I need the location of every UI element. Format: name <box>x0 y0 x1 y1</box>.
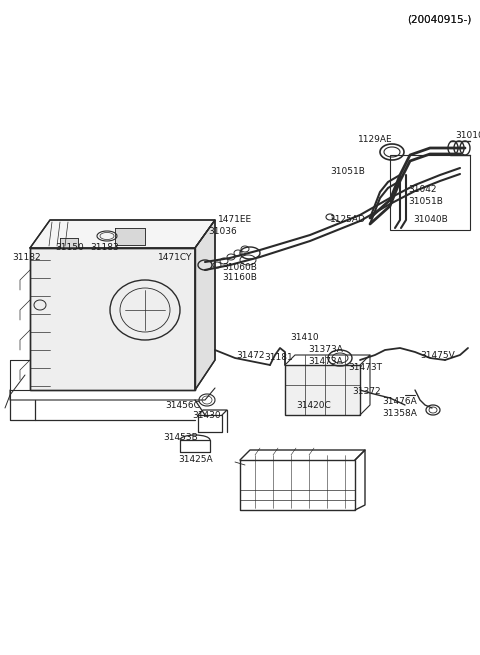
Text: 1471CY: 1471CY <box>158 252 192 261</box>
Text: (20040915-): (20040915-) <box>408 14 472 24</box>
Text: 31358A: 31358A <box>382 409 417 417</box>
Text: 31476A: 31476A <box>382 398 417 407</box>
Text: 31420C: 31420C <box>296 400 331 409</box>
Text: 31182: 31182 <box>12 253 41 263</box>
Text: 31160B: 31160B <box>222 274 257 282</box>
Text: 31060B: 31060B <box>222 263 257 272</box>
Polygon shape <box>60 238 78 248</box>
Text: 31473A: 31473A <box>308 356 343 365</box>
Text: 31430: 31430 <box>192 411 221 419</box>
Polygon shape <box>30 248 195 390</box>
Text: 31042: 31042 <box>408 185 436 195</box>
Text: 31181: 31181 <box>264 354 293 362</box>
Text: 1129AE: 1129AE <box>358 136 393 145</box>
Bar <box>285 365 360 415</box>
Text: 31372: 31372 <box>352 388 381 396</box>
Text: 31036: 31036 <box>208 227 237 236</box>
Polygon shape <box>30 220 215 248</box>
Text: 31456C: 31456C <box>165 400 200 409</box>
Polygon shape <box>195 220 215 390</box>
Text: 31040B: 31040B <box>413 215 448 225</box>
Text: 31473T: 31473T <box>348 364 382 373</box>
Polygon shape <box>115 228 145 245</box>
Text: 1471EE: 1471EE <box>218 215 252 225</box>
Text: 31051B: 31051B <box>408 198 443 206</box>
Text: 31010: 31010 <box>455 130 480 140</box>
Text: (20040915-): (20040915-) <box>408 14 472 24</box>
Text: 31453B: 31453B <box>163 432 198 441</box>
Text: 31373A: 31373A <box>308 345 343 354</box>
Text: 31183: 31183 <box>90 244 119 252</box>
Text: 31150: 31150 <box>55 244 84 252</box>
Text: 31475V: 31475V <box>420 350 455 360</box>
Bar <box>390 155 470 230</box>
Text: 31051B: 31051B <box>330 168 365 176</box>
Text: 31472: 31472 <box>236 350 264 360</box>
Text: 1125AD: 1125AD <box>330 215 366 225</box>
Text: 31410: 31410 <box>290 333 319 343</box>
Text: 31425A: 31425A <box>178 455 213 464</box>
